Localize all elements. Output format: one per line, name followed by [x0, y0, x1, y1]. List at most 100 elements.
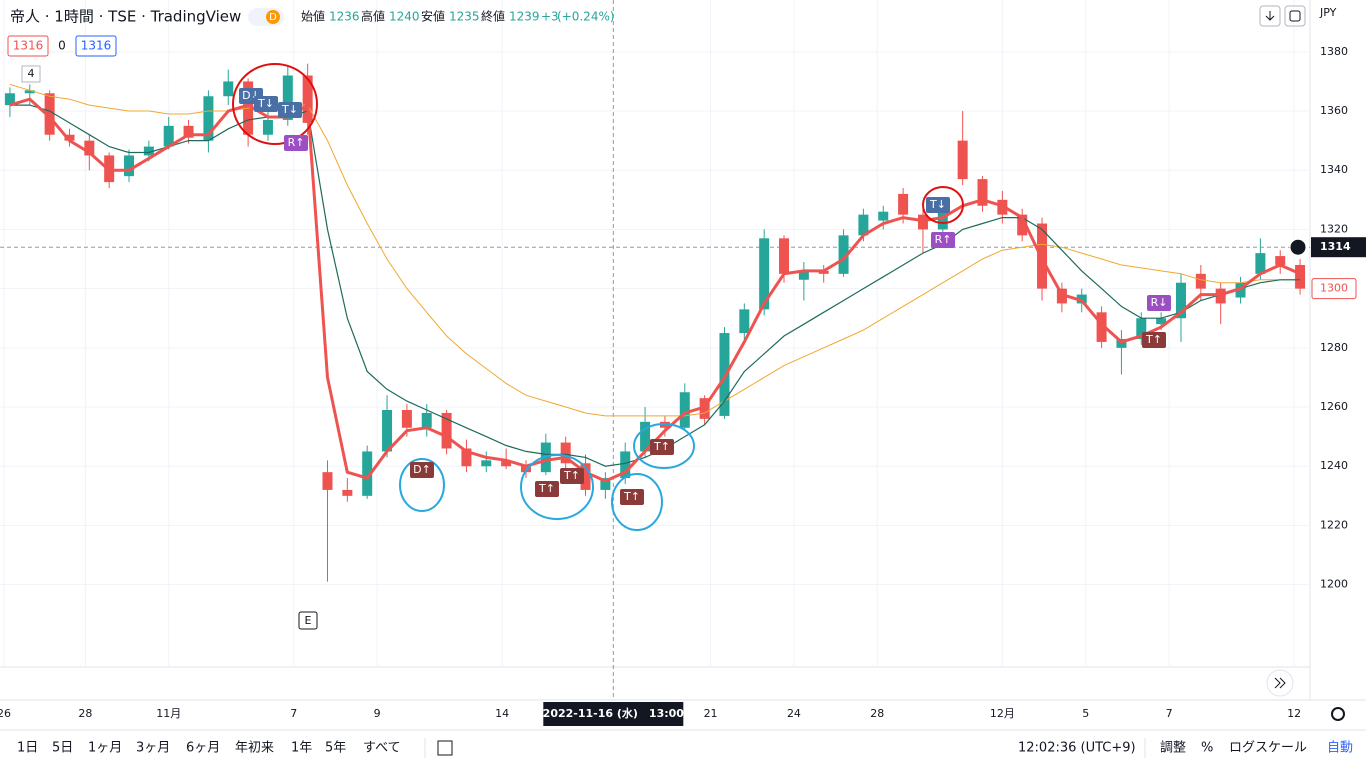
plot: [0, 0, 1310, 700]
period-button[interactable]: 5年: [325, 741, 346, 756]
candle-body: [382, 410, 393, 452]
log-scale[interactable]: ログスケール: [1229, 741, 1307, 756]
annotation-circle: [232, 63, 318, 145]
auto-scale[interactable]: 自動: [1327, 741, 1353, 756]
candle-body: [481, 460, 492, 467]
period-buttons: 1日 5日 1ヶ月 3ヶ月 6ヶ月 年初来 1年 5年 すべて: [17, 741, 401, 756]
buy-price[interactable]: 1316: [81, 39, 112, 53]
signal-marker: [535, 481, 559, 497]
ohlc-legend: 始値 1236 高値 1240 安値 1235 終値 1239: [301, 9, 540, 24]
symbol-title: 帝人 · 1時間 · TSE · TradingView: [10, 8, 241, 26]
candle-body: [739, 309, 750, 334]
candle-body: [679, 392, 690, 428]
candle-body: [1275, 256, 1286, 265]
candle-body: [838, 235, 849, 274]
annotation-circle: [520, 454, 594, 520]
candle-body: [401, 410, 412, 428]
sell-box[interactable]: [7, 35, 49, 57]
candle-body: [124, 155, 135, 177]
signal-marker: [410, 462, 434, 478]
period-button[interactable]: 5日: [52, 741, 73, 756]
candle-body: [44, 93, 55, 135]
candle-body: [302, 75, 313, 123]
clock: 12:02:36 (UTC+9): [1018, 741, 1136, 756]
candle-body: [1295, 264, 1306, 289]
ohlc-value: 1235: [449, 10, 480, 24]
x-tick-label: 26: [0, 707, 11, 720]
x-tick-label: 12: [1287, 707, 1301, 720]
badge: D: [269, 12, 277, 23]
last-price-bg: [1311, 278, 1357, 300]
candle-body: [1017, 214, 1028, 236]
buy-box[interactable]: [75, 35, 117, 57]
compare-icon[interactable]: [437, 740, 453, 756]
candle-body: [203, 96, 214, 141]
candle-body: [600, 478, 611, 490]
candle-body: [898, 193, 909, 215]
period-button[interactable]: 6ヶ月: [186, 741, 220, 756]
signal-label: T↑: [538, 482, 555, 495]
crosshair-price-bg: [1311, 237, 1366, 258]
add-icon[interactable]: [1289, 238, 1307, 256]
event-box[interactable]: [298, 611, 318, 630]
ohlc-label: 終値: [481, 9, 505, 24]
ohlc-value: 1239: [509, 10, 540, 24]
candle-body: [163, 125, 174, 147]
sell-price[interactable]: 1316: [13, 39, 44, 53]
ma-line: [9, 83, 1301, 417]
x-tick-label: 7: [1166, 707, 1173, 720]
ohlc-value: 1240: [389, 10, 420, 24]
annotation-circle: [922, 186, 964, 224]
count-box: [21, 65, 41, 83]
spread: 0: [58, 39, 66, 53]
signal-label: R↑: [288, 136, 305, 149]
period-button[interactable]: 1年: [291, 741, 312, 756]
fullscreen-icon: [1289, 10, 1301, 22]
period-button[interactable]: すべて: [363, 741, 401, 756]
period-button[interactable]: 年初来: [235, 741, 274, 756]
signal-label: T↓: [929, 198, 946, 211]
x-tick-label: 7: [290, 707, 297, 720]
signal-marker: [931, 232, 955, 248]
candle-body: [1195, 273, 1206, 289]
candle-body: [461, 448, 472, 467]
candle-body: [421, 412, 432, 428]
candle-body: [262, 119, 273, 135]
y-tick-label: 1340: [1320, 163, 1348, 176]
signal-marker: [650, 439, 674, 455]
period-button[interactable]: 1日: [17, 741, 38, 756]
signal-label: T↑: [1145, 333, 1162, 346]
percent[interactable]: %: [1201, 741, 1213, 756]
candle-body: [342, 489, 353, 496]
badge-dot: [266, 10, 280, 24]
x-tick-label: 12月: [990, 707, 1015, 720]
down-icon: [1265, 11, 1275, 21]
signal-marker: [284, 135, 308, 151]
signal-label: R↑: [935, 233, 952, 246]
fullscreen-button[interactable]: [1284, 5, 1306, 27]
period-button[interactable]: 3ヶ月: [136, 741, 170, 756]
signal-label: T↓: [281, 103, 298, 116]
y-tick-label: 1320: [1320, 222, 1348, 235]
candle-body: [223, 81, 234, 97]
signal-marker: [560, 468, 584, 484]
period-button[interactable]: 1ヶ月: [88, 741, 122, 756]
candle-body: [362, 451, 373, 496]
candle-body: [1156, 318, 1167, 325]
candle-body: [779, 238, 790, 274]
adjust[interactable]: 調整: [1160, 741, 1186, 756]
signal-marker: [620, 489, 644, 505]
event-label[interactable]: E: [305, 614, 312, 627]
settings-icon[interactable]: [1331, 707, 1345, 721]
currency: JPY: [1319, 6, 1337, 19]
y-tick-label: 1240: [1320, 459, 1348, 472]
signal-label: T↑: [623, 490, 640, 503]
y-tick-label: 1220: [1320, 518, 1348, 531]
candle-body: [64, 134, 75, 141]
candle-body: [1175, 282, 1186, 319]
x-tick-label: 28: [870, 707, 884, 720]
signal-label: T↑: [563, 469, 580, 482]
candle-body: [1096, 312, 1107, 342]
ohlc-label: 安値: [421, 9, 445, 24]
